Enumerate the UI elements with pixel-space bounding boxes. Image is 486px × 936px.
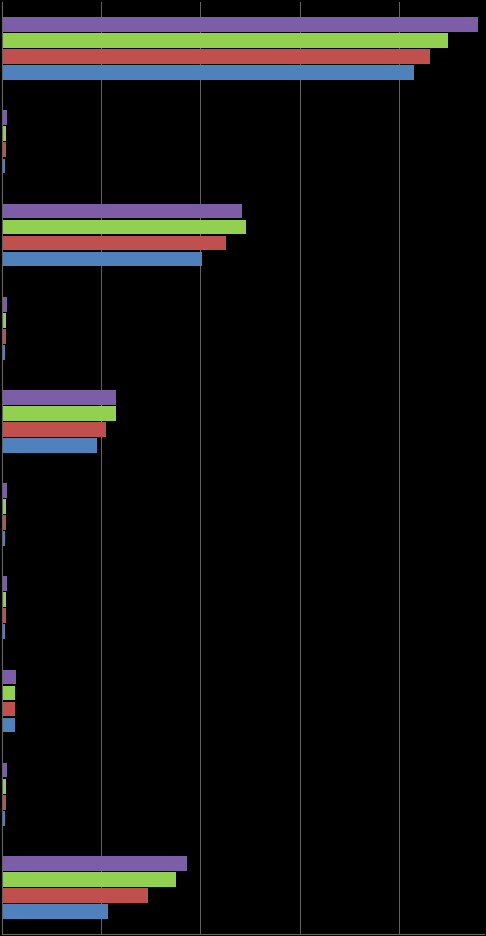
Bar (2, 66, 414, 80)
Bar (2, 50, 431, 64)
Bar (2, 406, 116, 421)
Bar (2, 438, 97, 453)
Bar (2, 856, 188, 870)
Bar (2, 669, 16, 684)
Bar (2, 499, 6, 514)
Bar (2, 204, 242, 218)
Bar (2, 795, 5, 810)
Bar (2, 685, 15, 700)
Bar (2, 763, 7, 778)
Bar (2, 220, 246, 234)
Bar (2, 515, 5, 530)
Bar (2, 142, 5, 157)
Bar (2, 329, 5, 344)
Bar (2, 904, 108, 919)
Bar (2, 34, 448, 48)
Bar (2, 888, 148, 902)
Bar (2, 718, 15, 732)
Bar (2, 158, 5, 173)
Bar (2, 483, 7, 498)
Bar (2, 313, 6, 328)
Bar (2, 110, 7, 125)
Bar (2, 872, 175, 886)
Bar (2, 17, 478, 32)
Bar (2, 532, 5, 546)
Bar (2, 577, 7, 592)
Bar (2, 422, 106, 437)
Bar (2, 344, 5, 359)
Bar (2, 779, 6, 794)
Bar (2, 608, 5, 623)
Bar (2, 702, 15, 716)
Bar (2, 811, 5, 826)
Bar (2, 624, 5, 639)
Bar (2, 252, 202, 267)
Bar (2, 390, 116, 404)
Bar (2, 592, 6, 607)
Bar (2, 297, 7, 312)
Bar (2, 236, 226, 251)
Bar (2, 126, 6, 141)
